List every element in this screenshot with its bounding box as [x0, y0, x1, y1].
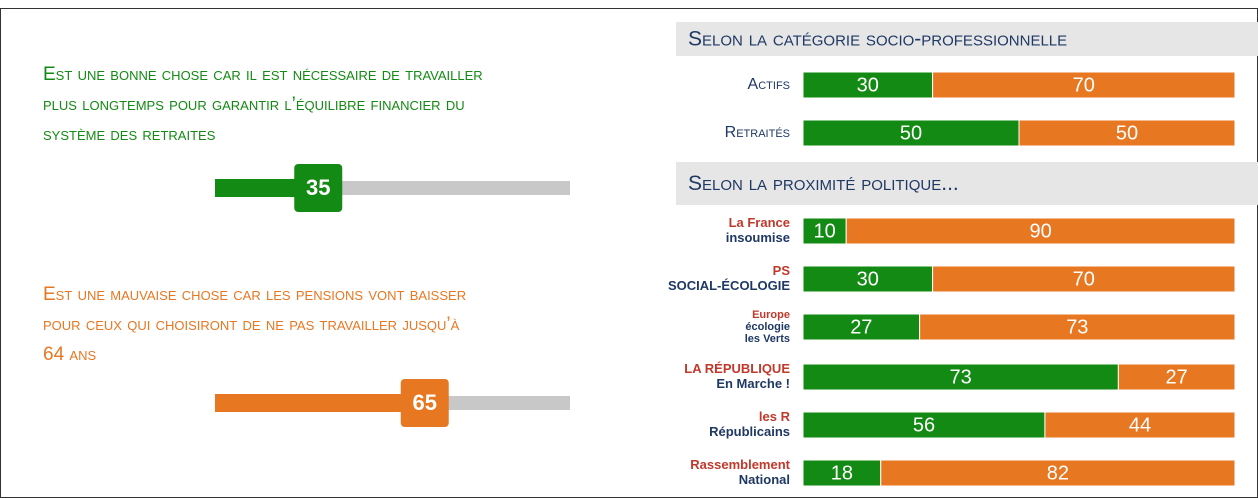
- bar-value: 44: [1129, 414, 1151, 436]
- bar-value: 27: [850, 316, 872, 338]
- bar-value: 82: [1047, 462, 1069, 484]
- bar-segment: [919, 313, 1236, 341]
- bar-value: 50: [900, 122, 922, 144]
- row-label: Retraités: [725, 124, 790, 141]
- bar-segment: [802, 459, 882, 487]
- row-label: Europe: [752, 309, 790, 321]
- bar-segment: [1018, 119, 1236, 147]
- statement-text: 64 ans: [43, 344, 96, 365]
- bar-value: 70: [1073, 268, 1095, 290]
- section-header: [676, 162, 1258, 205]
- row-label: Actifs: [748, 76, 790, 93]
- bar-segment: [802, 71, 934, 99]
- bar-segment: [932, 265, 1236, 293]
- gauge-box: [400, 379, 449, 427]
- row-label: SOCIAL-ÉCOLOGIE: [668, 278, 790, 293]
- bar-value: 90: [1029, 220, 1051, 242]
- bar-value: 10: [813, 220, 835, 242]
- bar-value: 27: [1166, 366, 1188, 388]
- row-label: les R: [759, 409, 791, 424]
- bar-segment: [802, 411, 1046, 439]
- bar-value: 18: [831, 462, 853, 484]
- row-label: Républicains: [709, 424, 790, 439]
- bar-value: 30: [857, 74, 879, 96]
- section-title: Selon la proximité politique...: [688, 172, 959, 195]
- bar-value: 73: [950, 366, 972, 388]
- bar-segment: [932, 71, 1236, 99]
- statement-text: Est une mauvaise chose car les pensions …: [43, 284, 466, 305]
- row-label: Rassemblement: [690, 457, 790, 472]
- section-title: Selon la catégorie socio-professionnelle: [688, 28, 1067, 51]
- bar-segment: [802, 313, 921, 341]
- row-label: PS: [773, 263, 791, 278]
- gauge-box: [294, 164, 343, 212]
- bar-segment: [1044, 411, 1236, 439]
- gauge-value: 35: [306, 175, 330, 200]
- row-label: écologie: [745, 321, 790, 333]
- bar-value: 70: [1073, 74, 1095, 96]
- row-label: La France: [729, 215, 790, 230]
- row-label: LA RÉPUBLIQUE: [684, 361, 790, 376]
- bar-segment: [802, 217, 847, 245]
- bar-value: 30: [857, 268, 879, 290]
- bar-value: 56: [913, 414, 935, 436]
- row-label: En Marche !: [716, 376, 790, 391]
- row-label: les Verts: [745, 333, 790, 345]
- row-label: National: [739, 472, 790, 487]
- gauge-bar: [215, 394, 446, 412]
- bar-segment: [802, 119, 1020, 147]
- bar-segment: [1117, 363, 1236, 391]
- bar-value: 73: [1066, 316, 1088, 338]
- statement-text: système des retraites: [43, 124, 216, 145]
- statement-text: Est une bonne chose car il est nécessair…: [43, 64, 483, 85]
- bar-segment: [880, 459, 1236, 487]
- statement-text: plus longtemps pour garantir l’équilibre…: [43, 94, 465, 115]
- bar-segment: [845, 217, 1236, 245]
- section-header: [676, 22, 1258, 56]
- bar-value: 50: [1116, 122, 1138, 144]
- gauge-value: 65: [413, 390, 437, 415]
- statement-text: pour ceux qui choisiront de ne pas trava…: [43, 314, 460, 335]
- row-label: insoumise: [726, 230, 790, 245]
